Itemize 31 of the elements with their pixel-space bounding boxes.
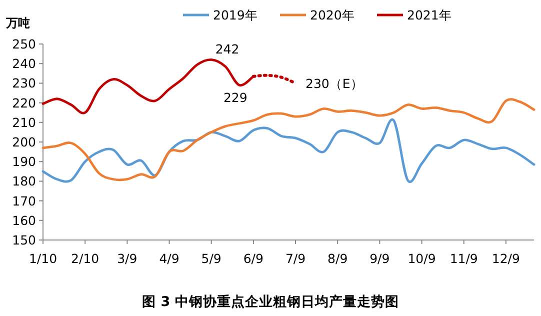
y-tick-label: 190 bbox=[12, 154, 36, 170]
x-tick-label: 9/9 bbox=[370, 251, 390, 266]
y-tick-label: 170 bbox=[12, 193, 36, 208]
x-tick-label: 11/9 bbox=[450, 251, 478, 266]
y-tick-label: 220 bbox=[12, 95, 36, 110]
x-tick-label: 6/9 bbox=[243, 251, 264, 266]
data-label: 230（E） bbox=[306, 76, 364, 92]
x-tick-label: 7/9 bbox=[285, 251, 306, 266]
legend-label: 2020年 bbox=[310, 8, 355, 22]
data-label: 242 bbox=[215, 42, 240, 57]
x-tick-label: 2/10 bbox=[71, 251, 100, 266]
y-tick-label: 210 bbox=[12, 114, 36, 130]
data-label: 229 bbox=[223, 90, 248, 106]
x-tick-label: 5/9 bbox=[201, 251, 222, 266]
y-tick-label: 200 bbox=[12, 134, 36, 150]
y-axis-title: 万吨 bbox=[5, 16, 30, 30]
y-tick-label: 240 bbox=[12, 56, 36, 72]
x-tick-label: 1/10 bbox=[28, 251, 58, 266]
x-tick-label: 3/9 bbox=[117, 251, 138, 266]
x-tick-label: 8/9 bbox=[328, 251, 348, 266]
y-tick-label: 150 bbox=[12, 232, 36, 248]
y-tick-label: 160 bbox=[12, 212, 36, 228]
y-tick-label: 180 bbox=[12, 174, 36, 189]
y-tick-label: 250 bbox=[12, 36, 36, 52]
text: 图 3 中钢协重点企业粗钢日均产量走势图 bbox=[142, 293, 399, 310]
legend-label: 2021年 bbox=[407, 8, 452, 22]
x-tick-label: 4/9 bbox=[159, 251, 180, 266]
y-tick-label: 230 bbox=[12, 76, 36, 91]
x-tick-label: 12/9 bbox=[492, 251, 520, 266]
x-tick-label: 10/9 bbox=[408, 251, 436, 266]
legend-label: 2019年 bbox=[213, 8, 258, 22]
